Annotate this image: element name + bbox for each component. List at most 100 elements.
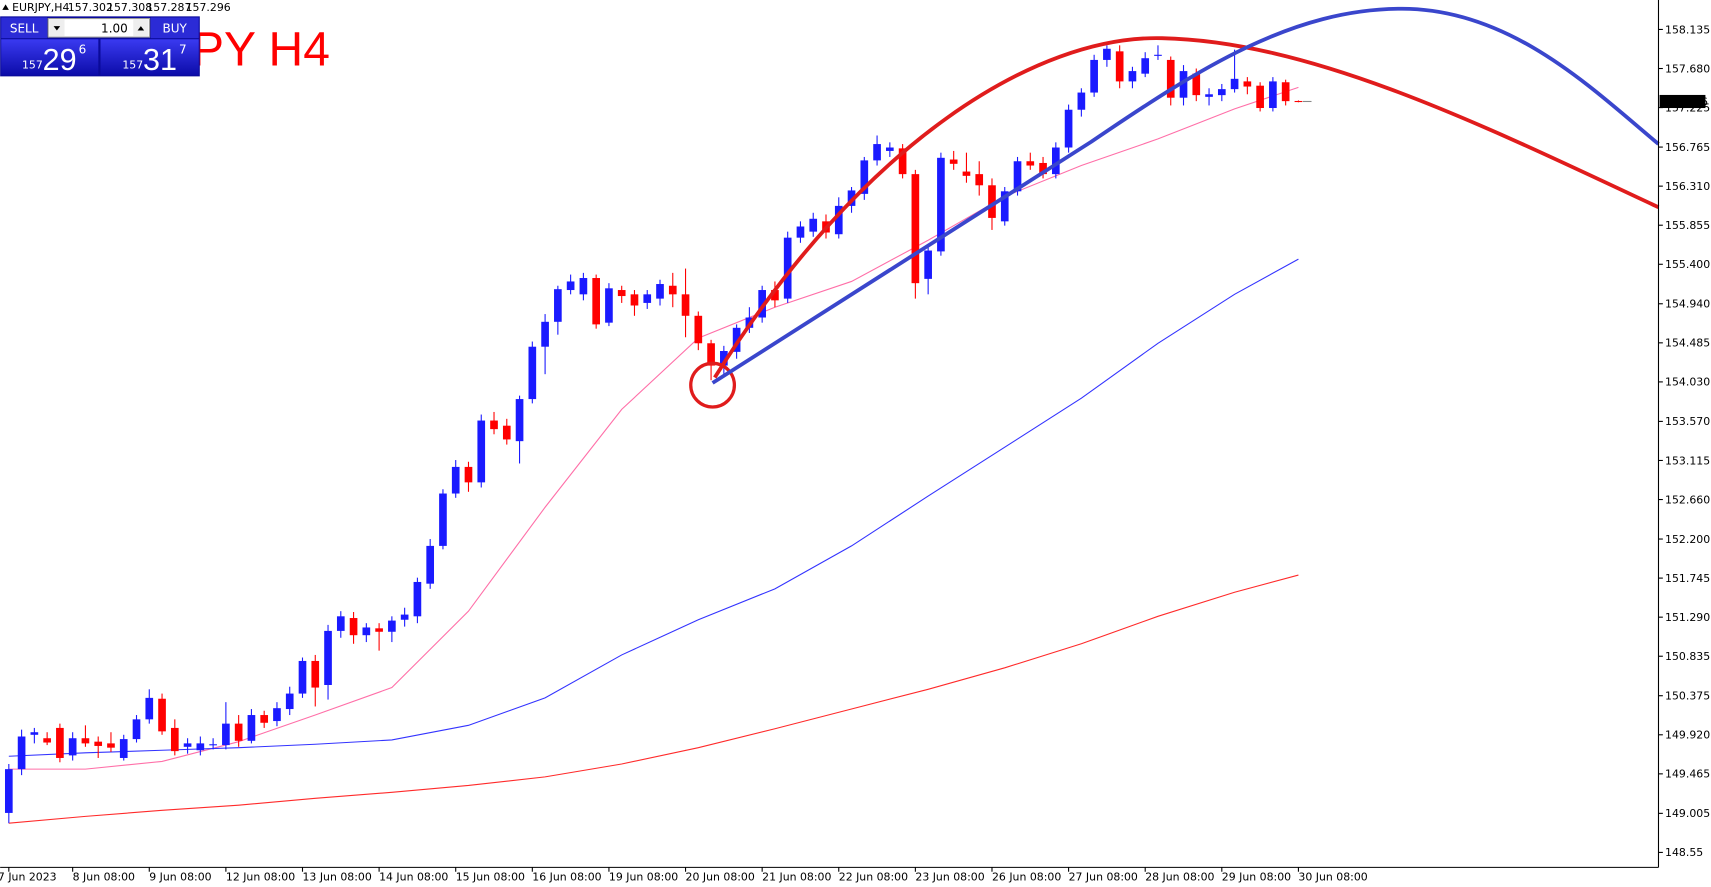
candle-body bbox=[630, 294, 639, 306]
candle-body bbox=[170, 727, 179, 752]
candle-body bbox=[17, 736, 26, 770]
y-tick-label: 154.940 bbox=[1665, 298, 1710, 311]
candle-body bbox=[1166, 59, 1175, 98]
candle-body bbox=[592, 278, 600, 325]
x-tick-label: 9 Jun 08:00 bbox=[149, 870, 211, 883]
candle-body bbox=[1281, 82, 1290, 102]
y-tick-label: 157.680 bbox=[1665, 62, 1710, 75]
lot-down-arrow bbox=[53, 26, 61, 31]
y-tick-label: 152.660 bbox=[1665, 493, 1710, 506]
y-tick-label: 151.290 bbox=[1665, 611, 1710, 624]
header-symbol: EURJPY,H4 bbox=[12, 1, 69, 14]
candle-body bbox=[132, 719, 141, 740]
candle-body bbox=[1051, 147, 1060, 175]
candle-body bbox=[1256, 85, 1264, 109]
y-tick-label: 156.765 bbox=[1665, 141, 1710, 154]
candle-body bbox=[566, 281, 575, 291]
buy-label[interactable]: BUY bbox=[163, 22, 188, 36]
x-tick-label: 13 Jun 08:00 bbox=[302, 870, 371, 883]
y-tick-label: 155.400 bbox=[1665, 258, 1710, 271]
candle-body bbox=[886, 147, 894, 151]
candle-body bbox=[502, 425, 511, 440]
candle-body bbox=[1090, 59, 1098, 93]
candle-body bbox=[234, 723, 243, 741]
candle-body bbox=[1013, 161, 1022, 192]
plot-area bbox=[4, 45, 1312, 824]
x-tick-label: 26 Jun 08:00 bbox=[992, 870, 1061, 883]
buy-price-main: 31 bbox=[143, 43, 177, 77]
candle-body bbox=[1039, 162, 1047, 175]
x-tick-label: 12 Jun 08:00 bbox=[226, 870, 295, 883]
moving-average-line bbox=[8, 258, 1299, 757]
candle-body bbox=[400, 614, 409, 620]
candle-body bbox=[1205, 94, 1213, 97]
x-tick-label: 16 Jun 08:00 bbox=[532, 870, 601, 883]
candle-body bbox=[183, 743, 192, 747]
candle-body bbox=[515, 399, 524, 442]
buy-price-box[interactable] bbox=[100, 39, 199, 76]
y-tick-label: 153.115 bbox=[1665, 454, 1710, 467]
sell-label[interactable]: SELL bbox=[10, 22, 39, 36]
candle-body bbox=[119, 739, 128, 758]
candle-body bbox=[336, 616, 345, 631]
candle-body bbox=[771, 290, 779, 301]
candle-body bbox=[4, 769, 13, 813]
candle-body bbox=[43, 738, 51, 743]
x-tick-label: 22 Jun 08:00 bbox=[839, 870, 908, 883]
candle-body bbox=[196, 743, 205, 751]
buy-button[interactable] bbox=[150, 17, 199, 39]
candle-body bbox=[107, 743, 115, 748]
blue-curve-annotation bbox=[711, 6, 1660, 385]
sell-button[interactable] bbox=[1, 17, 48, 39]
candle-body bbox=[1269, 81, 1277, 109]
circle-annotation bbox=[689, 361, 737, 409]
drawn-annotations bbox=[689, 6, 1660, 409]
candle-body bbox=[68, 738, 77, 756]
candle-body bbox=[311, 660, 320, 688]
candle-body bbox=[911, 174, 920, 284]
candle-body bbox=[145, 697, 154, 720]
candle-body bbox=[426, 545, 435, 584]
candle-body bbox=[988, 185, 996, 218]
candle-body bbox=[30, 732, 39, 735]
candle-body bbox=[937, 157, 945, 252]
candle-body bbox=[477, 420, 486, 483]
x-tick-label: 30 Jun 08:00 bbox=[1298, 870, 1367, 883]
candle-body bbox=[1026, 161, 1035, 166]
y-tick-label: 156.310 bbox=[1665, 180, 1710, 193]
candle-body bbox=[668, 285, 677, 295]
axes: 148.55 149.005 149.465 149.920 150.375 150.83… bbox=[0, 23, 1710, 883]
candle-body bbox=[439, 493, 447, 546]
sell-price-sup: 6 bbox=[79, 42, 87, 56]
candle-body bbox=[720, 350, 728, 366]
moving-average-line bbox=[8, 574, 1299, 824]
candle-body bbox=[388, 620, 396, 632]
x-tick-label: 27 Jun 08:00 bbox=[1069, 870, 1138, 883]
candle-body bbox=[285, 693, 294, 710]
candle-body bbox=[1294, 100, 1303, 103]
y-tick-label: 152.200 bbox=[1665, 533, 1710, 546]
candle-body bbox=[94, 741, 103, 746]
candle-body bbox=[656, 284, 664, 299]
sell-price-box[interactable] bbox=[1, 39, 99, 76]
candle-body bbox=[541, 321, 549, 347]
sell-price-main: 29 bbox=[43, 43, 77, 77]
lot-value[interactable]: 1.00 bbox=[101, 22, 128, 36]
candle-body bbox=[758, 290, 766, 318]
y-tick-label: 150.835 bbox=[1665, 650, 1710, 663]
candle-body bbox=[554, 289, 562, 322]
candle-body bbox=[732, 327, 741, 352]
candle-body bbox=[1000, 191, 1009, 222]
candle-body bbox=[962, 171, 971, 176]
candle-body bbox=[1217, 89, 1226, 96]
candle-body bbox=[1141, 58, 1150, 74]
header-open: 157.302 bbox=[68, 1, 113, 14]
candle-body bbox=[694, 315, 703, 344]
lot-input[interactable] bbox=[47, 18, 151, 38]
candle-body bbox=[924, 250, 932, 279]
candle-body bbox=[56, 727, 64, 758]
candle-body bbox=[81, 738, 90, 744]
candle-body bbox=[1064, 109, 1073, 148]
candle-body bbox=[1115, 51, 1124, 82]
